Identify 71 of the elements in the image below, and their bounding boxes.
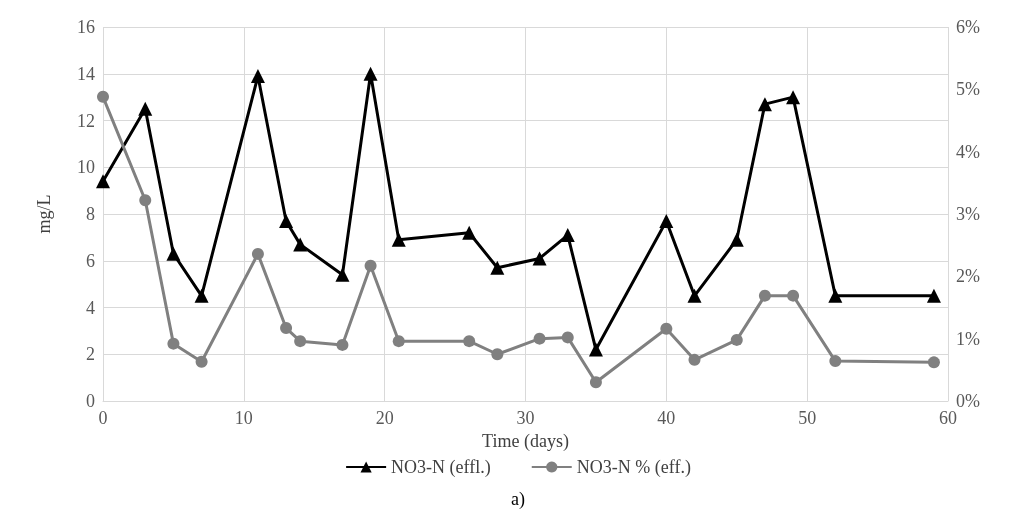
y2-tick-label: 3% <box>956 204 980 224</box>
point <box>336 338 349 351</box>
point <box>195 355 208 368</box>
point <box>364 259 377 272</box>
point <box>829 355 842 368</box>
point <box>828 288 843 303</box>
point <box>757 97 772 112</box>
y-axis-title: mg/L <box>34 194 54 234</box>
point <box>392 335 405 348</box>
y-tick-label: 6 <box>86 250 95 271</box>
point <box>294 335 307 348</box>
point <box>561 331 574 344</box>
point <box>730 333 743 346</box>
point <box>363 66 378 81</box>
point <box>927 356 940 369</box>
x-tick-label: 50 <box>798 408 817 428</box>
point <box>787 289 800 302</box>
point <box>532 251 547 266</box>
point <box>588 342 603 357</box>
point <box>463 335 476 348</box>
y2-tick-label: 4% <box>956 141 980 162</box>
y2-tick-label: 1% <box>956 328 980 349</box>
point <box>688 353 701 366</box>
x-tick-label: 10 <box>234 408 253 428</box>
point <box>391 232 406 247</box>
point <box>490 260 505 275</box>
x-tick-label: 30 <box>516 408 535 428</box>
point <box>926 288 941 303</box>
point <box>786 90 801 105</box>
point <box>167 337 180 350</box>
point <box>491 348 504 361</box>
y2-tick-label: 2% <box>956 266 980 287</box>
point <box>660 322 673 335</box>
point <box>533 332 546 345</box>
y-tick-label: 4 <box>86 297 95 318</box>
point <box>279 214 294 229</box>
point <box>96 174 110 189</box>
y-tick-label: 12 <box>77 110 95 131</box>
point <box>280 322 293 335</box>
point <box>335 267 350 282</box>
point <box>758 289 771 302</box>
y-tick-label: 16 <box>77 17 95 37</box>
point <box>293 237 308 252</box>
point <box>251 247 264 260</box>
x-tick-label: 40 <box>657 408 676 428</box>
point <box>250 69 265 84</box>
y-tick-label: 10 <box>77 157 95 178</box>
y2-tick-label: 5% <box>956 79 980 100</box>
legend-label: NO3-N (effl.) <box>391 457 491 478</box>
point <box>659 214 674 229</box>
point <box>139 194 152 207</box>
point <box>166 246 181 261</box>
y-tick-label: 8 <box>86 204 95 224</box>
y-tick-label: 14 <box>77 63 95 84</box>
point <box>97 90 109 103</box>
point <box>138 101 153 116</box>
y2-tick-label: 0% <box>956 391 980 411</box>
point <box>589 376 602 389</box>
point <box>560 228 575 243</box>
point <box>462 225 477 240</box>
y-tick-label: 0 <box>86 391 95 411</box>
x-tick-label: 60 <box>939 408 957 428</box>
y-tick-label: 2 <box>86 344 95 365</box>
y2-tick-label: 6% <box>956 17 980 37</box>
x-tick-label: 20 <box>375 408 394 428</box>
point <box>687 288 702 303</box>
text: a) <box>511 489 525 510</box>
point <box>729 232 744 247</box>
point <box>194 288 209 303</box>
legend-label: NO3-N % (eff.) <box>576 457 691 478</box>
x-axis-title: Time (days) <box>482 430 569 452</box>
